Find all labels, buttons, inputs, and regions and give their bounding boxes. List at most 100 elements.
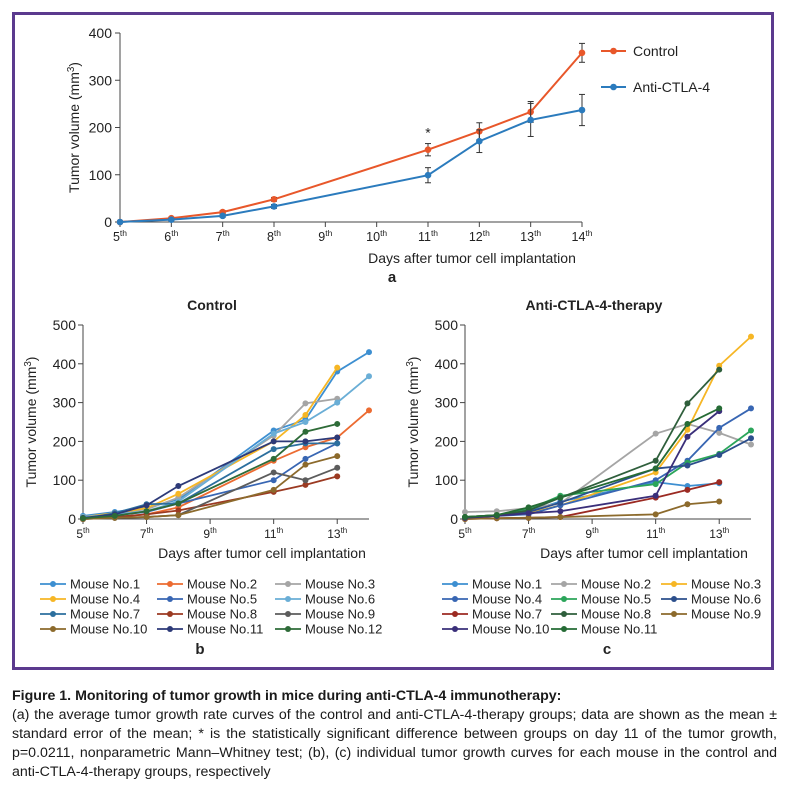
b-series-line-4: [82, 367, 338, 518]
a-legend-label: Anti-CTLA-4: [633, 79, 710, 95]
b-x-tick-label: 5th: [76, 526, 89, 541]
c-data-point: [652, 492, 659, 499]
b-data-point: [270, 486, 277, 493]
b-data-point: [302, 419, 309, 425]
b-legend-marker: [167, 626, 173, 632]
b-data-point: [334, 473, 341, 480]
b-data-point: [270, 477, 277, 484]
b-data-point: [302, 461, 309, 468]
a-data-point: [270, 203, 278, 210]
b-legend-marker: [167, 596, 173, 602]
b-legend-marker: [285, 596, 291, 602]
c-y-tick-label: 300: [435, 395, 459, 411]
b-legend-marker: [50, 596, 56, 602]
b-legend-label: Mouse No.11: [187, 622, 263, 637]
c-data-point: [748, 435, 754, 442]
c-title: Anti-CTLA-4-therapy: [526, 297, 663, 313]
c-data-point: [525, 514, 532, 521]
b-data-point: [302, 438, 309, 445]
c-x-tick-label: 13th: [709, 526, 729, 541]
c-data-point: [716, 498, 723, 505]
a-data-point: [424, 146, 432, 154]
c-legend-marker: [561, 611, 567, 617]
c-panel-letter: c: [603, 641, 611, 658]
a-legend-label: Control: [633, 43, 678, 59]
c-data-point: [748, 405, 754, 412]
c-y-tick-label: 500: [435, 317, 459, 333]
b-data-point: [334, 399, 341, 406]
c-legend-marker: [561, 626, 567, 632]
a-x-tick-label: 10th: [366, 228, 387, 244]
c-legend-label: Mouse No.5: [581, 592, 651, 607]
c-legend-marker: [671, 581, 677, 587]
b-x-tick-label: 9th: [203, 526, 216, 541]
c-legend-marker: [671, 611, 677, 617]
b-data-point: [334, 434, 341, 441]
b-legend-marker: [285, 611, 291, 617]
b-data-point: [366, 349, 372, 356]
a-significance-star: *: [425, 125, 431, 141]
c-data-point: [652, 457, 659, 464]
a-data-point: [116, 218, 124, 226]
c-legend-label: Mouse No.2: [581, 577, 651, 592]
b-data-point: [175, 483, 182, 490]
b-data-point: [302, 412, 309, 419]
c-data-point: [525, 510, 532, 517]
b-data-point: [334, 440, 341, 447]
c-data-point: [716, 429, 723, 436]
figure-canvas: 0 100 200 300 400 5th 6th 7th 8th 9th 10th 11th 12th…: [23, 25, 761, 658]
c-legend-marker: [561, 581, 567, 587]
b-legend-marker: [285, 581, 291, 587]
c-legend-marker: [452, 581, 458, 587]
b-data-point: [334, 420, 341, 427]
b-x-tick-label: 13th: [327, 526, 347, 541]
a-panel-letter: a: [388, 269, 397, 286]
figure-caption: Figure 1. Monitoring of tumor growth in …: [12, 687, 777, 782]
c-y-tick-label: 400: [435, 356, 459, 372]
b-data-point: [302, 400, 309, 407]
c-series-line-11: [464, 407, 720, 518]
c-data-point: [684, 433, 691, 440]
b-data-point: [143, 502, 150, 509]
a-data-point: [527, 116, 534, 124]
c-y-tick-label: 100: [435, 472, 459, 488]
c-data-point: [716, 366, 723, 373]
c-legend-label: Mouse No.11: [581, 622, 657, 637]
c-legend-label: Mouse No.1: [472, 577, 542, 592]
b-data-point: [80, 515, 86, 522]
a-data-point: [578, 49, 586, 57]
b-legend-label: Mouse No.10: [70, 622, 147, 637]
c-data-point: [652, 511, 659, 518]
b-title: Control: [187, 297, 237, 313]
c-x-tick-label: 5th: [458, 526, 471, 541]
b-data-point: [270, 469, 277, 476]
b-data-point: [143, 508, 150, 515]
b-y-tick-label: 200: [53, 433, 77, 449]
b-data-point: [270, 430, 277, 437]
c-legend-marker: [671, 596, 677, 602]
c-data-point: [684, 501, 691, 508]
b-data-point: [111, 512, 118, 519]
c-y-tick-label: 0: [450, 511, 458, 527]
c-data-point: [748, 441, 754, 448]
a-data-point: [578, 106, 586, 114]
c-data-point: [716, 424, 723, 431]
b-y-tick-label: 100: [53, 472, 77, 488]
b-legend-label: Mouse No.3: [305, 577, 375, 592]
b-x-tick-label: 11th: [264, 526, 283, 541]
a-data-point: [270, 196, 278, 203]
a-x-tick-label: 6th: [164, 228, 178, 244]
b-legend-marker: [285, 626, 291, 632]
c-data-point: [652, 481, 659, 488]
a-data-point: [424, 171, 432, 179]
c-legend-label: Mouse No.3: [691, 577, 761, 592]
c-data-point: [462, 514, 468, 521]
a-x-tick-label: 11th: [418, 228, 438, 244]
a-x-tick-label: 5th: [113, 228, 127, 244]
c-data-point: [684, 486, 691, 493]
b-y-axis-label-text: Tumor volume (mm3): [23, 357, 39, 488]
c-y-axis-label: Tumor volume (mm3): [405, 357, 421, 488]
b-legend-label: Mouse No.12: [305, 622, 382, 637]
c-legend-marker: [452, 626, 458, 632]
c-data-point: [748, 427, 754, 434]
